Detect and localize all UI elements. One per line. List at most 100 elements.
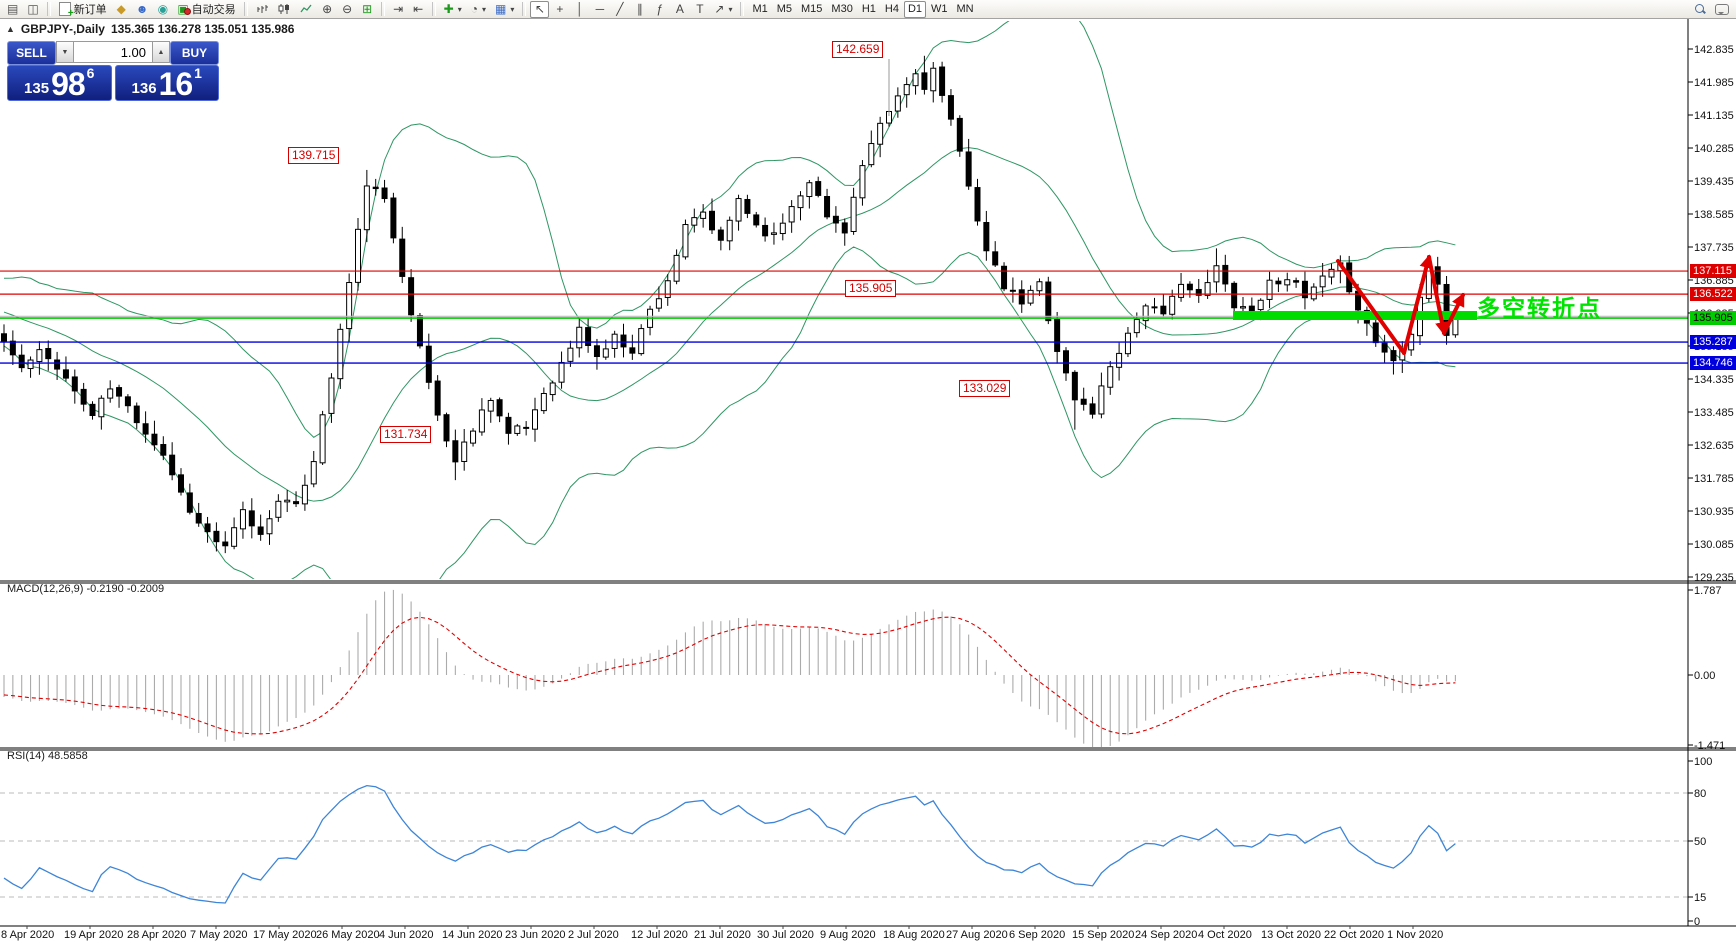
svg-text:-1.471: -1.471 — [1694, 740, 1725, 752]
price-callout-label[interactable]: 133.029 — [959, 380, 1011, 397]
ohlc-readout: 135.365 136.278 135.051 135.986 — [110, 22, 295, 36]
trendline-tool-button[interactable]: ╱ — [610, 1, 629, 18]
buy-price-big: 16 — [158, 66, 194, 102]
timeframe-button-mn[interactable]: MN — [956, 3, 974, 15]
date-axis-label: 22 Oct 2020 — [1324, 929, 1384, 941]
turning-point-annotation[interactable]: 多空转折点 — [1477, 295, 1602, 321]
date-axis-label: 1 Nov 2020 — [1387, 929, 1443, 941]
price-callout-label[interactable]: 135.905 — [845, 280, 897, 297]
zoom-out-button[interactable]: ⊖ — [338, 1, 357, 18]
svg-text:134.335: 134.335 — [1694, 374, 1734, 386]
text-icon: A — [675, 2, 684, 16]
horizontal-line-icon: ─ — [595, 2, 605, 16]
fibonacci-tool-button[interactable]: ƒ — [650, 1, 669, 18]
buy-button[interactable]: BUY — [169, 41, 219, 65]
community-button[interactable]: ☻ — [132, 1, 153, 18]
date-axis-label: 8 Apr 2020 — [1, 929, 54, 941]
chat-icon — [1715, 3, 1729, 15]
price-callout-label[interactable]: 131.734 — [380, 426, 432, 443]
price-callout-label[interactable]: 139.715 — [288, 147, 340, 164]
fibonacci-icon: ƒ — [656, 2, 664, 16]
date-axis-label: 23 Jun 2020 — [505, 929, 566, 941]
trade-panel-top-row: SELL ▼ ▲ BUY — [7, 41, 219, 65]
trend-arrow[interactable] — [1427, 255, 1449, 336]
sell-price-small: 135 — [24, 80, 50, 97]
svg-text:1.787: 1.787 — [1694, 585, 1722, 597]
axis-price-tag: 136.522 — [1690, 287, 1736, 301]
date-axis-label: 27 Aug 2020 — [946, 929, 1008, 941]
svg-text:137.735: 137.735 — [1694, 242, 1734, 254]
volume-increase-button[interactable]: ▲ — [152, 41, 170, 63]
trend-arrow[interactable] — [1442, 292, 1465, 335]
timeframe-button-m15[interactable]: M15 — [801, 3, 823, 15]
svg-text:132.635: 132.635 — [1694, 440, 1734, 452]
collapse-panel-icon[interactable]: ▲ — [6, 24, 15, 34]
candlestick-icon — [278, 4, 289, 14]
date-axis-label: 7 May 2020 — [190, 929, 247, 941]
text-tool-button[interactable]: A — [670, 1, 689, 18]
sell-button[interactable]: SELL — [7, 41, 57, 65]
crosshair-tool-button[interactable]: + — [550, 1, 569, 18]
vertical-line-tool-button[interactable]: │ — [570, 1, 589, 18]
autotrade-button[interactable]: ▣ 自动交易 — [173, 1, 239, 18]
macd-indicator-label: MACD(12,26,9) -0.2190 -0.2009 — [7, 583, 165, 595]
timeframe-button-m30[interactable]: M30 — [831, 3, 853, 15]
tile-windows-button[interactable]: ⊞ — [358, 1, 377, 18]
volume-input[interactable] — [74, 41, 152, 63]
cursor-tool-button[interactable]: ↖ — [530, 0, 550, 18]
arrows-tool-button[interactable]: ↗ ▾ — [710, 1, 736, 18]
sell-price-big: 98 — [51, 66, 86, 102]
horizontal-line-tool-button[interactable]: ─ — [590, 1, 609, 18]
search-button[interactable] — [1691, 1, 1710, 18]
timeframe-button-w1[interactable]: W1 — [931, 3, 948, 15]
timeframe-button-m1[interactable]: M1 — [752, 3, 768, 15]
svg-text:50: 50 — [1694, 836, 1706, 848]
deposit-button[interactable]: ◆ — [112, 1, 131, 18]
sell-price-display[interactable]: 135 98 6 — [7, 65, 112, 101]
zoom-in-button[interactable]: ⊕ — [318, 1, 337, 18]
candlestick-chart-button[interactable] — [274, 1, 295, 18]
date-axis-label: 21 Jul 2020 — [694, 929, 751, 941]
arrows-icon: ↗ — [714, 2, 725, 16]
templates-button[interactable]: ▦ ▾ — [491, 1, 518, 18]
date-axis-label: 14 Jun 2020 — [442, 929, 503, 941]
chart-canvas[interactable]: 142.835 141.985 141.135 140.285 139.435 138.5… — [0, 19, 1736, 943]
autoscroll-button[interactable]: ⇥ — [389, 1, 408, 18]
chat-button[interactable] — [1711, 1, 1733, 18]
price-callout-label[interactable]: 142.659 — [832, 41, 884, 58]
date-axis-label: 30 Jul 2020 — [757, 929, 814, 941]
bar-chart-button[interactable] — [252, 1, 273, 18]
chart-shift-button[interactable]: ⇤ — [409, 1, 428, 18]
axis-price-tag: 135.905 — [1690, 311, 1736, 325]
signals-button[interactable]: ◉ — [153, 1, 172, 18]
window-list-button[interactable]: ▤ — [3, 1, 22, 18]
line-chart-button[interactable] — [296, 1, 317, 18]
date-axis-label: 4 Oct 2020 — [1198, 929, 1252, 941]
data-window-button[interactable]: ◫ — [23, 1, 42, 18]
volume-decrease-button[interactable]: ▼ — [56, 41, 74, 63]
timeframe-button-m5[interactable]: M5 — [776, 3, 793, 15]
svg-text:80: 80 — [1694, 788, 1706, 800]
channel-tool-button[interactable]: ∥ — [630, 1, 649, 18]
timeframe-button-d1[interactable]: D1 — [903, 0, 927, 18]
label-tool-button[interactable]: T — [690, 1, 709, 18]
timeframe-button-h4[interactable]: H4 — [884, 3, 899, 15]
new-order-button[interactable]: 新订单 — [55, 1, 111, 19]
trade-panel-price-row: 135 98 6 136 16 1 — [7, 65, 219, 101]
trend-arrow[interactable] — [1402, 254, 1433, 355]
cursor-icon: ↖ — [534, 2, 545, 16]
date-axis-label: 17 May 2020 — [253, 929, 317, 941]
periods-button[interactable]: ◔ ▾ — [467, 1, 490, 18]
date-axis-label: 18 Aug 2020 — [883, 929, 945, 941]
date-axis-label: 28 Apr 2020 — [127, 929, 186, 941]
date-axis-label: 6 Sep 2020 — [1009, 929, 1065, 941]
svg-text:133.485: 133.485 — [1694, 407, 1734, 419]
trend-arrow[interactable] — [1336, 259, 1406, 355]
timeframe-button-h1[interactable]: H1 — [861, 3, 876, 15]
indicators-button[interactable]: ✚ ▾ — [440, 1, 466, 18]
autoscroll-icon: ⇥ — [393, 2, 404, 16]
date-axis-label: 4 Jun 2020 — [379, 929, 433, 941]
trendline-icon: ╱ — [616, 2, 624, 16]
buy-price-display[interactable]: 136 16 1 — [114, 65, 219, 102]
support-zone-bar[interactable] — [1233, 311, 1477, 320]
